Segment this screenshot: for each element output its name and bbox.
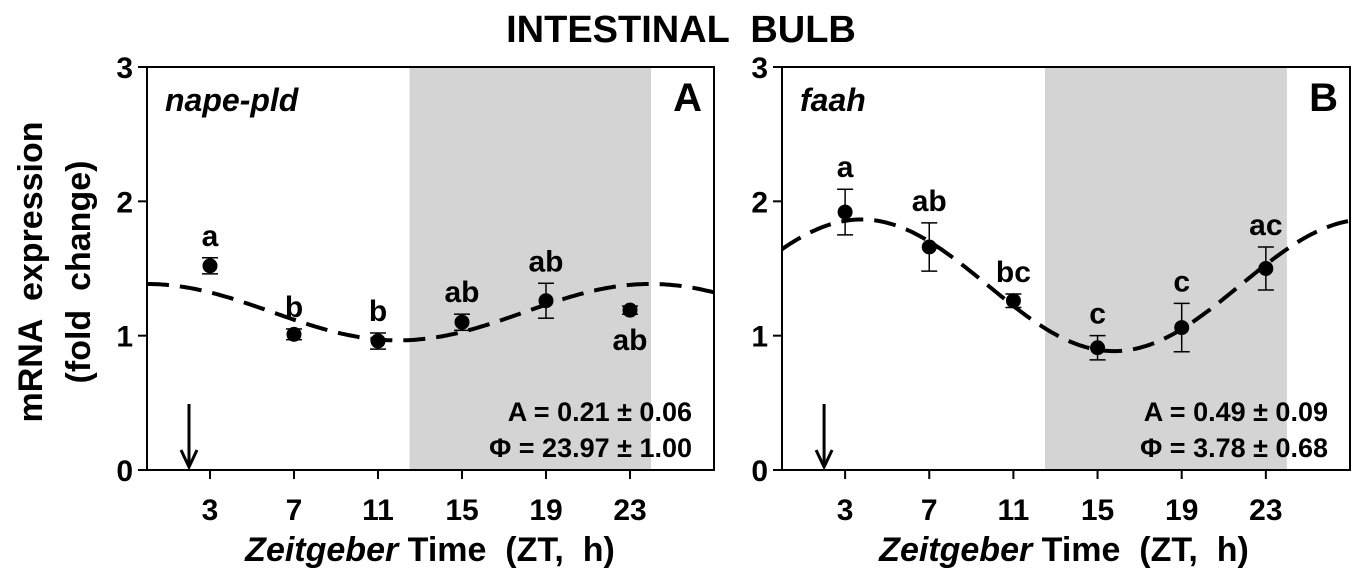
x-tick-label: 3 [202,494,219,527]
significance-letter: b [285,291,303,324]
arrow-head-icon [814,449,834,471]
data-point [454,314,470,330]
significance-letter: ab [528,245,563,278]
x-axis-label-b: Zeitgeber Time (ZT, h) [878,531,1249,569]
significance-letter: ac [1249,209,1282,242]
x-tick-label: 15 [445,494,478,527]
y-tick-label: 2 [116,186,133,219]
y-tick-label: 2 [751,186,768,219]
x-tick-label: 19 [529,494,562,527]
amplitude-stat: A = 0.21 ± 0.06 [508,397,692,427]
data-point [1005,293,1021,309]
x-axis-label-italic-a: Zeitgeber [244,531,400,569]
significance-letter: a [837,151,854,184]
figure-title: INTESTINAL BULB [506,9,856,51]
x-tick-label: 7 [921,494,938,527]
significance-letter: ab [612,324,647,357]
y-axis-label-line2: (fold change) [60,161,98,384]
y-axis-label-line1: mRNA expression [12,121,50,422]
x-tick-label: 3 [837,494,854,527]
y-tick-label: 0 [116,455,133,488]
significance-letter: a [202,220,219,253]
cosinor-fit-curve [780,217,1351,354]
phase-stat: Φ = 3.78 ± 0.68 [1140,433,1328,463]
significance-letter: ab [912,185,947,218]
data-point [622,302,638,318]
y-tick-label: 1 [751,321,768,354]
data-point [1174,320,1190,336]
significance-letter: c [1089,298,1106,331]
x-tick-label: 11 [362,494,394,527]
x-tick-label: 15 [1081,494,1114,527]
phase-stat: Φ = 23.97 ± 1.00 [489,433,692,463]
data-point [202,258,218,274]
data-point [370,333,386,349]
arrow-head-icon [179,449,199,471]
data-point [1258,261,1274,276]
panel-letter: A [673,76,702,120]
significance-letter: ab [444,276,479,309]
amplitude-stat: A = 0.49 ± 0.09 [1144,397,1328,427]
y-tick-label: 3 [751,52,768,85]
gene-label: nape-pld [165,82,300,118]
x-axis-label-rest-a: Time (ZT, h) [408,531,615,569]
y-tick-label: 0 [751,455,768,488]
x-tick-label: 19 [1165,494,1198,527]
plot-frame [781,66,1351,471]
data-point [538,293,554,309]
x-tick-label: 23 [1249,494,1282,527]
x-tick-label: 7 [286,494,303,527]
x-axis-label-italic-b: Zeitgeber [878,531,1034,569]
x-axis-label-rest-b: Time (ZT, h) [1042,531,1249,569]
dark-phase-band [409,67,651,470]
x-tick-label: 23 [613,494,646,527]
dark-phase-band [1044,67,1287,470]
y-tick-label: 3 [116,52,133,85]
data-point [286,326,302,342]
gene-label: faah [800,82,866,118]
significance-letter: b [369,295,387,328]
x-axis-label-a: Zeitgeber Time (ZT, h) [244,531,615,569]
data-point [921,239,937,255]
x-tick-label: 11 [998,494,1030,527]
data-point [1090,340,1106,356]
plot-frame [146,66,715,471]
data-point [837,204,853,220]
panel-letter: B [1309,76,1338,120]
significance-letter: c [1173,265,1190,298]
y-tick-label: 1 [116,321,133,354]
significance-letter: bc [996,256,1031,289]
